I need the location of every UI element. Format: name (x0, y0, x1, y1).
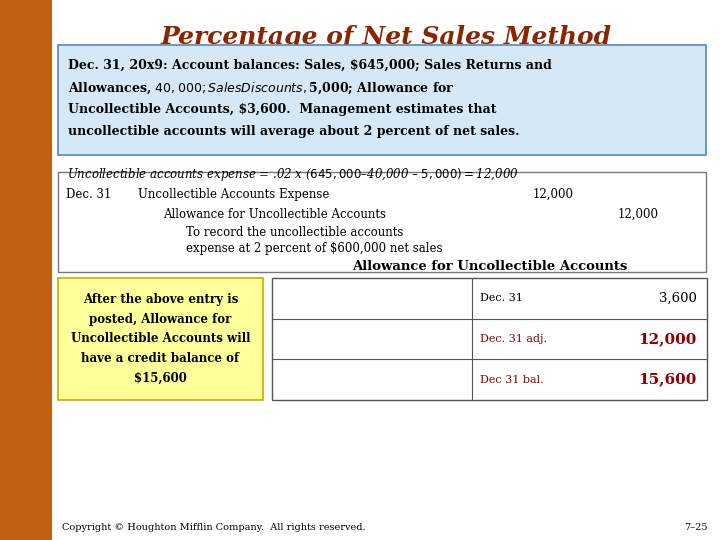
Text: 15,600: 15,600 (639, 373, 697, 387)
Text: uncollectible accounts will average about 2 percent of net sales.: uncollectible accounts will average abou… (68, 125, 520, 138)
Text: Allowance for Uncollectible Accounts: Allowance for Uncollectible Accounts (352, 260, 627, 273)
FancyBboxPatch shape (58, 278, 263, 400)
Text: Dec. 31: Dec. 31 (66, 188, 112, 201)
Text: 7–25: 7–25 (685, 523, 708, 532)
Text: After the above entry is
posted, Allowance for
Uncollectible Accounts will
have : After the above entry is posted, Allowan… (71, 294, 251, 384)
FancyBboxPatch shape (58, 172, 706, 272)
Text: Copyright © Houghton Mifflin Company.  All rights reserved.: Copyright © Houghton Mifflin Company. Al… (62, 523, 366, 532)
Text: expense at 2 percent of $600,000 net sales: expense at 2 percent of $600,000 net sal… (186, 242, 443, 255)
Text: Dec. 31: Dec. 31 (480, 293, 523, 303)
Text: Uncollectible accounts expense = .02 x ($645,000 – $40,000 – $5,000) = $12,000: Uncollectible accounts expense = .02 x (… (67, 166, 518, 183)
Text: 12,000: 12,000 (618, 208, 659, 221)
Text: 12,000: 12,000 (533, 188, 574, 201)
Text: Allowances, $40,000; Sales Discounts, $5,000; Allowance for: Allowances, $40,000; Sales Discounts, $5… (68, 81, 455, 97)
Text: Uncollectible Accounts Expense: Uncollectible Accounts Expense (138, 188, 329, 201)
Text: Allowance for Uncollectible Accounts: Allowance for Uncollectible Accounts (163, 208, 386, 221)
Text: Percentage of Net Sales Method: Percentage of Net Sales Method (161, 25, 611, 49)
Text: To record the uncollectible accounts: To record the uncollectible accounts (186, 226, 403, 239)
Text: Dec. 31, 20x9: Account balances: Sales, $645,000; Sales Returns and: Dec. 31, 20x9: Account balances: Sales, … (68, 59, 552, 72)
FancyBboxPatch shape (58, 45, 706, 155)
Text: 3,600: 3,600 (659, 292, 697, 305)
Text: Uncollectible Accounts, $3,600.  Management estimates that: Uncollectible Accounts, $3,600. Manageme… (68, 103, 497, 116)
FancyBboxPatch shape (272, 278, 707, 400)
Text: Dec. 31 adj.: Dec. 31 adj. (480, 334, 547, 344)
Bar (0, 0, 52, 540)
Text: 12,000: 12,000 (639, 332, 697, 346)
Text: Dec 31 bal.: Dec 31 bal. (480, 375, 544, 384)
